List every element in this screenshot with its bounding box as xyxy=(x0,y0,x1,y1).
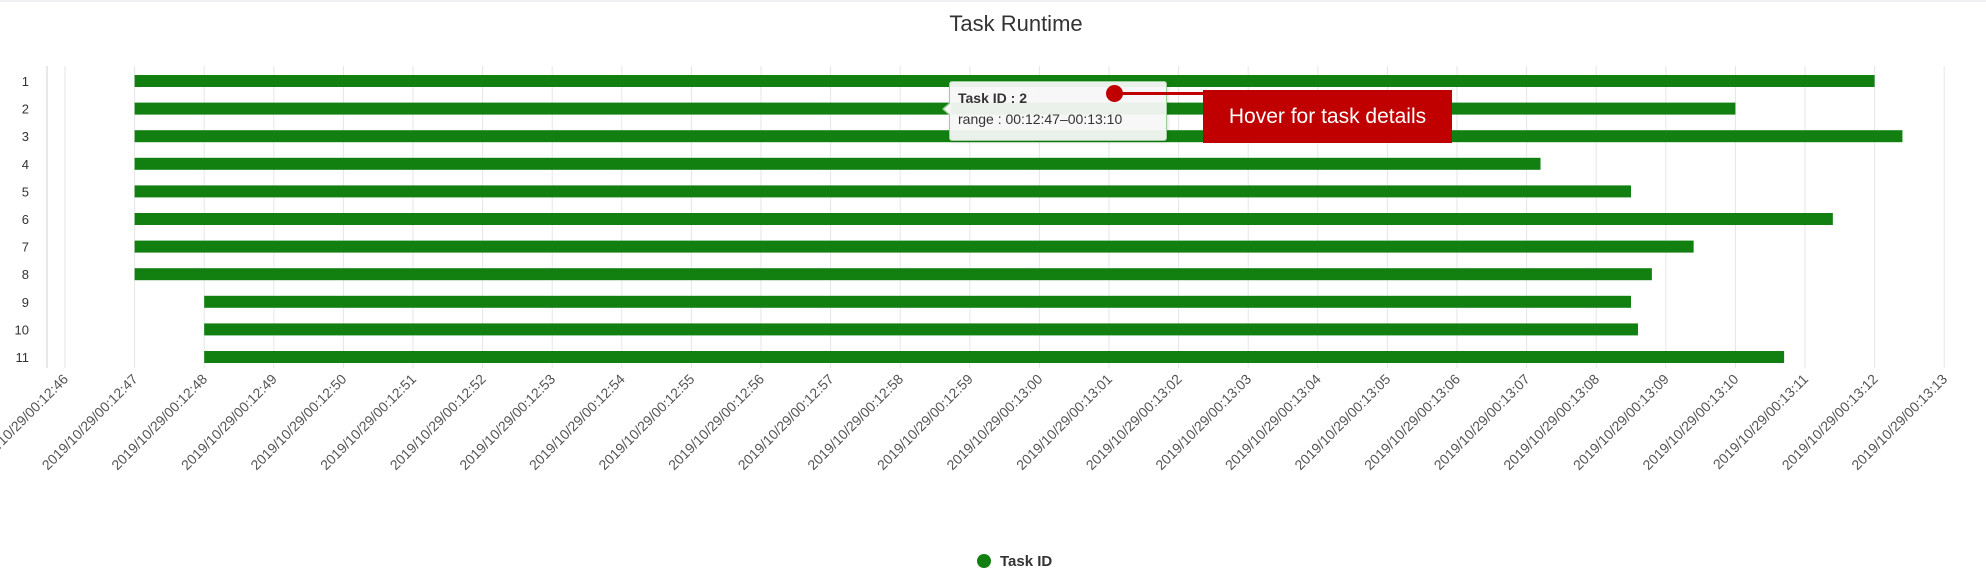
top-border xyxy=(0,0,1986,2)
legend[interactable]: Task ID xyxy=(977,553,1052,570)
callout-box: Hover for task details xyxy=(1203,90,1452,143)
bars-layer xyxy=(134,75,1903,363)
y-tick-label: 1 xyxy=(22,74,29,89)
task-bar[interactable] xyxy=(204,323,1638,336)
task-bar[interactable] xyxy=(204,351,1785,363)
y-tick-label: 10 xyxy=(15,322,29,337)
y-tick-label: 6 xyxy=(22,212,29,227)
task-bar[interactable] xyxy=(134,213,1833,225)
y-axis: 1 2 3 4 5 6 7 8 9 10 11 xyxy=(15,74,29,365)
chart-title: Task Runtime xyxy=(949,11,1082,36)
y-tick-label: 9 xyxy=(22,295,29,310)
task-bar[interactable] xyxy=(134,268,1652,281)
y-tick-label: 5 xyxy=(22,184,29,199)
tooltip-pointer xyxy=(942,102,951,116)
callout-line xyxy=(1115,92,1205,95)
y-tick-label: 8 xyxy=(22,267,29,282)
y-tick-label: 2 xyxy=(22,102,29,117)
callout-dot xyxy=(1106,85,1123,102)
task-tooltip: Task ID : 2 range : 00:12:47–00:13:10 xyxy=(942,81,1167,141)
task-bar[interactable] xyxy=(204,295,1632,308)
tooltip-range: range : 00:12:47–00:13:10 xyxy=(958,111,1123,127)
y-tick-label: 11 xyxy=(16,350,30,365)
legend-marker xyxy=(977,554,991,568)
task-bar[interactable] xyxy=(134,185,1632,198)
task-bar[interactable] xyxy=(134,240,1694,253)
task-bar[interactable] xyxy=(134,102,1736,115)
legend-label: Task ID xyxy=(1000,553,1052,570)
y-tick-label: 4 xyxy=(22,157,29,172)
x-axis: 2019/10/29/00:12:462019/10/29/00:12:4720… xyxy=(0,371,1950,473)
tooltip-title: Task ID : 2 xyxy=(958,90,1027,106)
y-tick-label: 7 xyxy=(22,240,29,255)
task-bar[interactable] xyxy=(134,157,1541,170)
y-tick-label: 3 xyxy=(22,129,29,144)
